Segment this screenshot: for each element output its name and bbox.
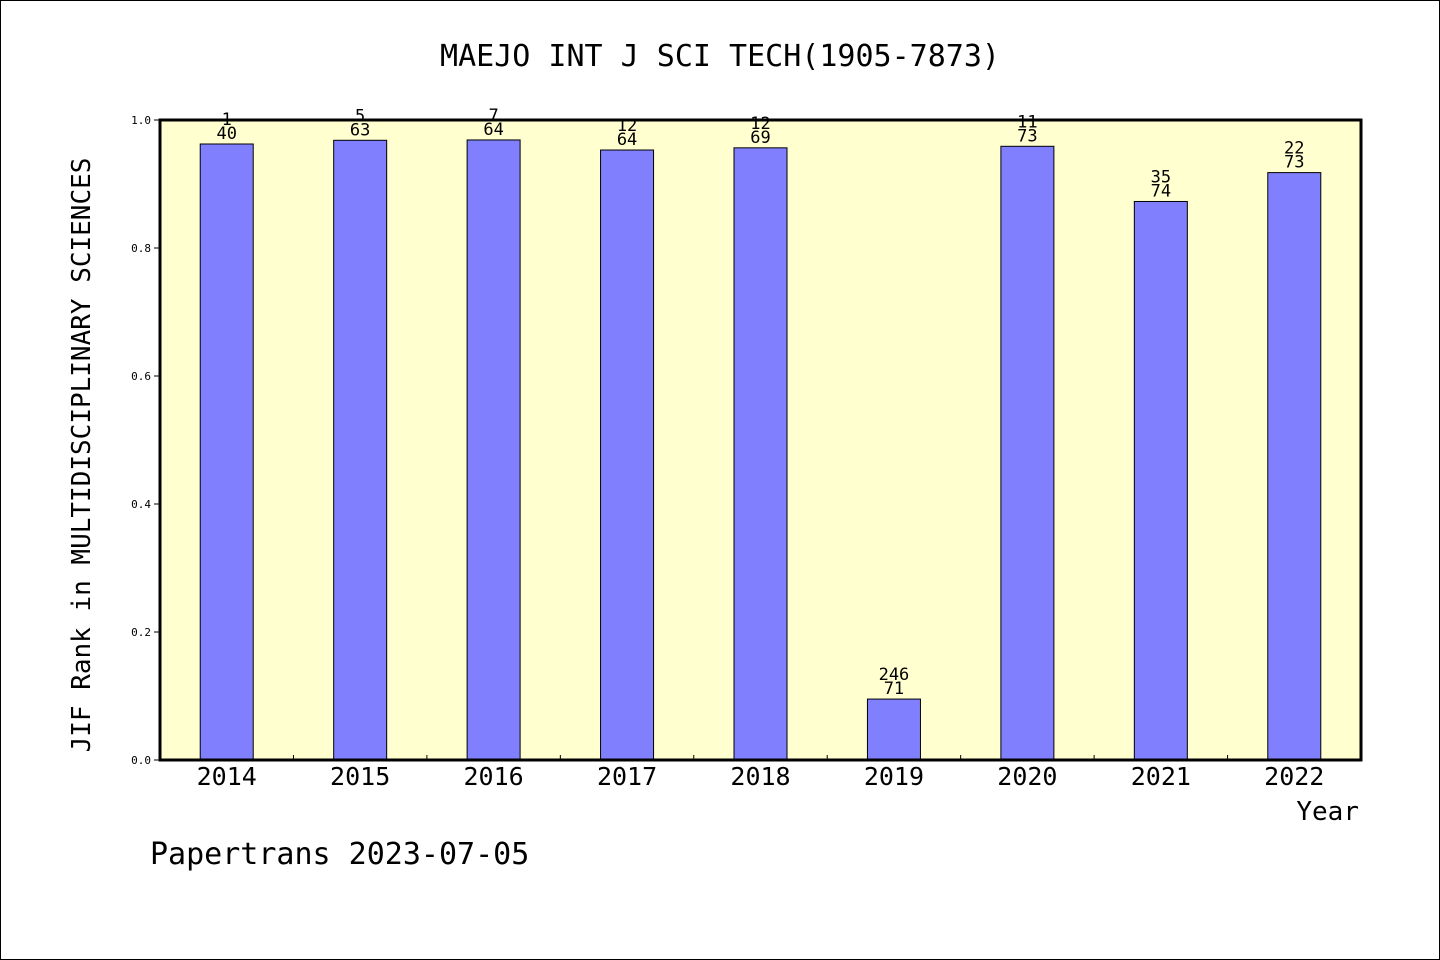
bar-total-label: 40 — [216, 124, 236, 144]
y-tick-label: 1.0 — [131, 114, 151, 127]
chart-title: MAEJO INT J SCI TECH(1905-7873) — [440, 39, 1000, 74]
bar-total-label: 64 — [483, 120, 503, 140]
x-tick-label: 2020 — [997, 762, 1057, 791]
bar-total-label: 63 — [350, 120, 370, 140]
bar-2016 — [466, 139, 521, 761]
bar-total-label: 64 — [617, 130, 637, 150]
bar-2017 — [600, 149, 655, 761]
y-tick-label: 0.6 — [131, 370, 151, 383]
y-axis-title: JIF Rank in MULTIDISCIPLINARY SCIENCES — [67, 158, 97, 753]
bar-2019 — [866, 698, 921, 761]
x-tick-label: 2014 — [197, 762, 257, 791]
y-tick-label: 0.0 — [131, 754, 151, 767]
bar-rank-label: 7 — [488, 106, 498, 126]
x-tick-label: 2018 — [730, 762, 790, 791]
y-tick-label: 0.4 — [131, 498, 151, 511]
x-tick-label: 2016 — [464, 762, 524, 791]
bar-total-label: 73 — [1284, 153, 1304, 173]
bar-rank-label: 246 — [879, 665, 910, 685]
bar-total-label: 71 — [884, 679, 904, 699]
bar-rank-label: 35 — [1151, 167, 1171, 187]
bar-total-label: 69 — [750, 128, 770, 148]
bar-2014 — [199, 143, 254, 761]
bar-2022 — [1267, 172, 1322, 761]
x-axis-title: Year — [1296, 797, 1359, 827]
footer-date: Papertrans 2023-07-05 — [150, 837, 529, 872]
bar-total-label: 73 — [1017, 126, 1037, 146]
y-tick-label: 0.2 — [131, 626, 151, 639]
x-tick-label: 2019 — [864, 762, 924, 791]
bars — [199, 139, 1322, 761]
bar-rank-label: 5 — [355, 106, 365, 126]
x-tick-label: 2021 — [1131, 762, 1191, 791]
x-tick-label: 2017 — [597, 762, 657, 791]
x-tick-label: 2022 — [1264, 762, 1324, 791]
x-axis-ticks: 2014 2015 2016 2017 2018 2019 2020 2021 2022 — [197, 755, 1324, 791]
bar-rank-label: 22 — [1284, 139, 1304, 159]
plot-border — [158, 118, 1363, 762]
bar-2020 — [1000, 145, 1055, 761]
y-tick-label: 0.8 — [131, 242, 151, 255]
bar-total-label: 74 — [1151, 181, 1171, 201]
y-axis-ticks: 0.0 0.2 0.4 0.6 0.8 1.0 — [131, 114, 160, 767]
x-tick-label: 2015 — [330, 762, 390, 791]
bar-2021 — [1133, 200, 1188, 761]
bar-2018 — [733, 147, 788, 761]
bar-2015 — [333, 139, 388, 761]
bar-rank-label: 11 — [1017, 112, 1037, 132]
